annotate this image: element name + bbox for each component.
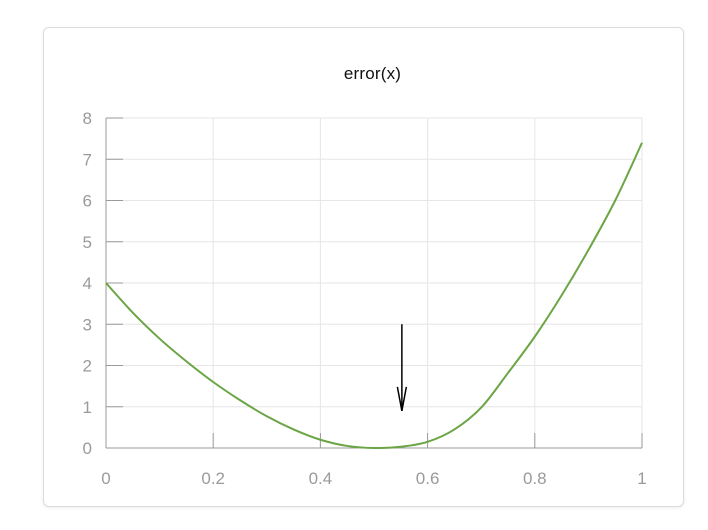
arrow-head-0 (396, 386, 408, 412)
y-tick-label-3: 3 (83, 315, 92, 334)
x-tick-label-1: 0.2 (201, 469, 225, 488)
grid-lines (106, 117, 643, 448)
x-tick-label-3: 0.6 (416, 469, 440, 488)
y-tick-label-4: 4 (83, 274, 92, 293)
y-tick-label-6: 6 (83, 192, 92, 211)
series-layer (105, 142, 643, 450)
x-tick-label-5: 1 (637, 469, 646, 488)
chart-title: error(x) (343, 64, 402, 83)
x-tick-label-0: 0 (101, 469, 110, 488)
tick-marks (105, 117, 643, 449)
annotation-layer (396, 324, 408, 412)
x-tick-label-4: 0.8 (523, 469, 547, 488)
series-line-0 (105, 142, 643, 450)
y-tick-label-0: 0 (83, 439, 92, 458)
y-tick-label-7: 7 (83, 150, 92, 169)
x-tick-label-2: 0.4 (309, 469, 333, 488)
y-tick-label-1: 1 (83, 398, 92, 417)
y-tick-label-5: 5 (83, 233, 92, 252)
chart-card (43, 27, 684, 507)
y-tick-label-8: 8 (83, 109, 92, 128)
y-tick-label-2: 2 (83, 357, 92, 376)
tick-labels: 0 1 2 3 4 5 6 7 8 0 0.2 0.4 0.6 0.8 1 (83, 109, 647, 488)
